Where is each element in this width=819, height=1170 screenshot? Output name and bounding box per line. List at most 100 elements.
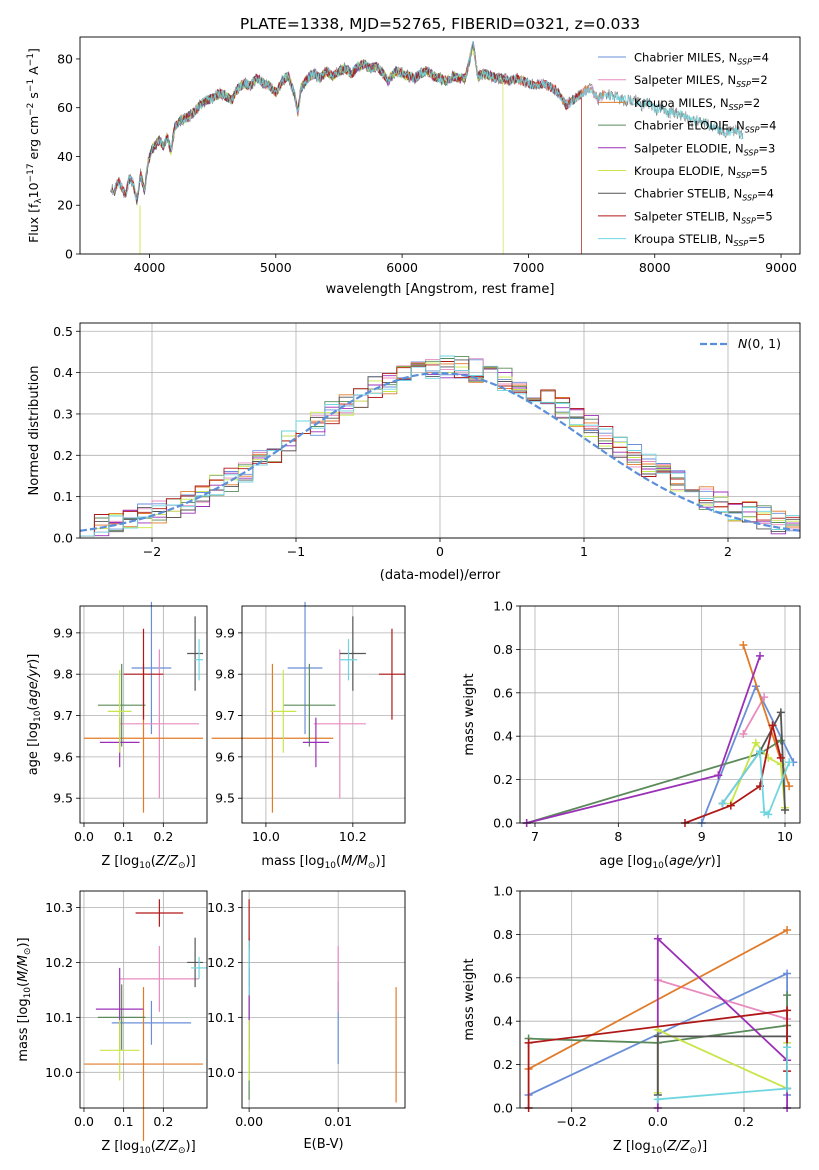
legend-label-gauss: N(0, 1) [738, 336, 781, 351]
x-tick-label: 7000 [513, 260, 545, 275]
x-tick-label: 10 [777, 829, 793, 844]
errorbar-kroupa_elodie [99, 1020, 140, 1081]
y-axis-label: Flux [fλ10−17 erg cm−2 s−1 A−1] [26, 48, 44, 243]
label-part: ( [26, 706, 41, 711]
y-tick-label: 0.0 [493, 1101, 513, 1116]
label-part: ( [664, 854, 669, 869]
y-tick-label: 20 [57, 198, 73, 213]
label-part: Z/Z [666, 1139, 690, 1154]
x-axis-label: wavelength [Angstrom, rest frame] [326, 282, 555, 297]
x-tick-label: 6000 [386, 260, 418, 275]
weight-marker-salpeter_stelib [768, 721, 777, 730]
legend-part: SSP [744, 148, 759, 157]
label-part: )] [186, 1139, 196, 1154]
legend-label-kroupa_miles: Kroupa MILES, NSSP=2 [634, 96, 760, 112]
weight-marker-kroupa_stelib [756, 747, 764, 756]
axes-frame [79, 605, 208, 824]
errorbar-salpeter_stelib [378, 628, 405, 720]
y-axis-label: mass weight [462, 673, 477, 755]
x-axis-label: age [log10(age/yr)] [599, 854, 721, 871]
label-part: ⊙ [178, 861, 186, 871]
label-part: mass [log [16, 998, 31, 1061]
legend-part: Chabrier ELODIE, N [634, 119, 745, 133]
legend-part: =4 [757, 187, 774, 201]
weight-marker-chabrier_elodie [783, 991, 792, 1000]
axes-spectrum: 4000 5000 6000 7000 8000 9000 0 20 40 60 80 Chabrie… [26, 36, 801, 297]
label-part: mass [log [261, 854, 324, 869]
legend-part: Kroupa MILES, N [634, 96, 729, 110]
label-part: ⊙ [689, 1146, 697, 1156]
x-tick-label: −2 [143, 544, 161, 559]
legend-label-kroupa_stelib: Kroupa STELIB, NSSP=5 [634, 232, 765, 248]
label-part: ] [26, 48, 41, 53]
y-tick-label: 10.0 [45, 1065, 73, 1080]
x-tick-label: 0.2 [153, 1114, 173, 1129]
weight-marker-chabrier_miles [783, 969, 792, 978]
label-part: λ [34, 198, 44, 204]
axes-frame [79, 36, 801, 255]
label-part: )] [697, 1139, 707, 1154]
y-axis-label: mass [log10(M/M⊙)] [16, 937, 33, 1061]
label-part: M/M [16, 955, 31, 982]
label-part: age [log [26, 722, 41, 775]
weight-marker-kroupa_miles [783, 926, 792, 935]
y-axis-label: mass weight [462, 958, 477, 1040]
y-tick-label: 9.6 [53, 749, 73, 764]
y-tick-label: 1.0 [493, 599, 513, 614]
errorbar-kroupa_stelib [191, 956, 207, 979]
axes-age-vs-mass: 10.0 10.2 9.5 9.6 9.7 9.8 9.9 mass [log10(M/M⊙)… [211, 601, 406, 871]
y-tick-label: 10.3 [45, 900, 73, 915]
legend-part: Salpeter STELIB, N [634, 209, 741, 223]
errorbar-kroupa_stelib [339, 639, 358, 681]
y-tick-label: 0.8 [493, 927, 513, 942]
y-tick-label: 9.9 [53, 625, 73, 640]
errorbar-salpeter_elodie [302, 717, 329, 768]
y-tick-label: 0.6 [493, 685, 513, 700]
x-tick-label: 10.0 [252, 829, 280, 844]
axes-residual-hist: −2 −1 0 1 2 0.0 0.1 0.2 0.3 0.4 0.5 N(0, 1) (data-mo… [27, 322, 801, 583]
weight-marker-salpeter_stelib [776, 753, 785, 762]
y-tick-label: 9.8 [53, 667, 73, 682]
x-tick-label: 4000 [134, 260, 166, 275]
weight-marker-salpeter_elodie [653, 934, 662, 943]
y-tick-label: 9.7 [215, 708, 235, 723]
x-tick-label: 0.2 [734, 1114, 754, 1129]
errorbar-kroupa_miles [83, 987, 204, 1141]
x-tick-label: −1 [287, 544, 305, 559]
weight-marker-kroupa_stelib [783, 1043, 792, 1052]
x-axis-label: Z [log10(Z/Z⊙)] [101, 854, 195, 871]
label-part: age [log [599, 854, 652, 869]
label-part: age/yr [26, 662, 41, 705]
y-tick-label: 10.0 [207, 1065, 235, 1080]
x-tick-label: 0.1 [114, 1114, 134, 1129]
weight-marker-salpeter_stelib [524, 1038, 533, 1047]
legend-part: SSP [737, 58, 752, 67]
errorbar-chabrier_stelib [187, 937, 204, 988]
legend-part: N [738, 336, 748, 351]
x-tick-label: 8000 [639, 260, 671, 275]
weight-marker-salpeter_miles [760, 693, 769, 702]
legend-part: Chabrier MILES, N [634, 51, 737, 65]
label-part: Z/Z [155, 854, 179, 869]
label-part: )] [186, 854, 196, 869]
legend-part: Salpeter ELODIE, N [634, 141, 744, 155]
legend-part: =4 [760, 119, 777, 133]
weight-marker-kroupa_miles [785, 782, 794, 791]
weight-marker-kroupa_stelib [783, 1084, 792, 1093]
label-part: age/yr [669, 854, 712, 869]
y-tick-label: 0.2 [53, 448, 73, 463]
x-axis-label: mass [log10(M/M⊙)] [261, 854, 385, 871]
y-tick-label: 0.0 [53, 531, 73, 546]
weight-marker-kroupa_stelib [785, 758, 794, 767]
axes-frame [241, 890, 406, 1109]
legend-part: Salpeter MILES, N [634, 73, 736, 87]
errorbar-kroupa_elodie [107, 670, 132, 753]
y-tick-label: 40 [57, 149, 73, 164]
label-part: A [26, 66, 41, 79]
axes-frame [79, 890, 208, 1109]
label-part: 10 [652, 861, 664, 871]
y-tick-label: 9.7 [53, 708, 73, 723]
legend-label-salpeter_miles: Salpeter MILES, NSSP=2 [634, 73, 768, 89]
